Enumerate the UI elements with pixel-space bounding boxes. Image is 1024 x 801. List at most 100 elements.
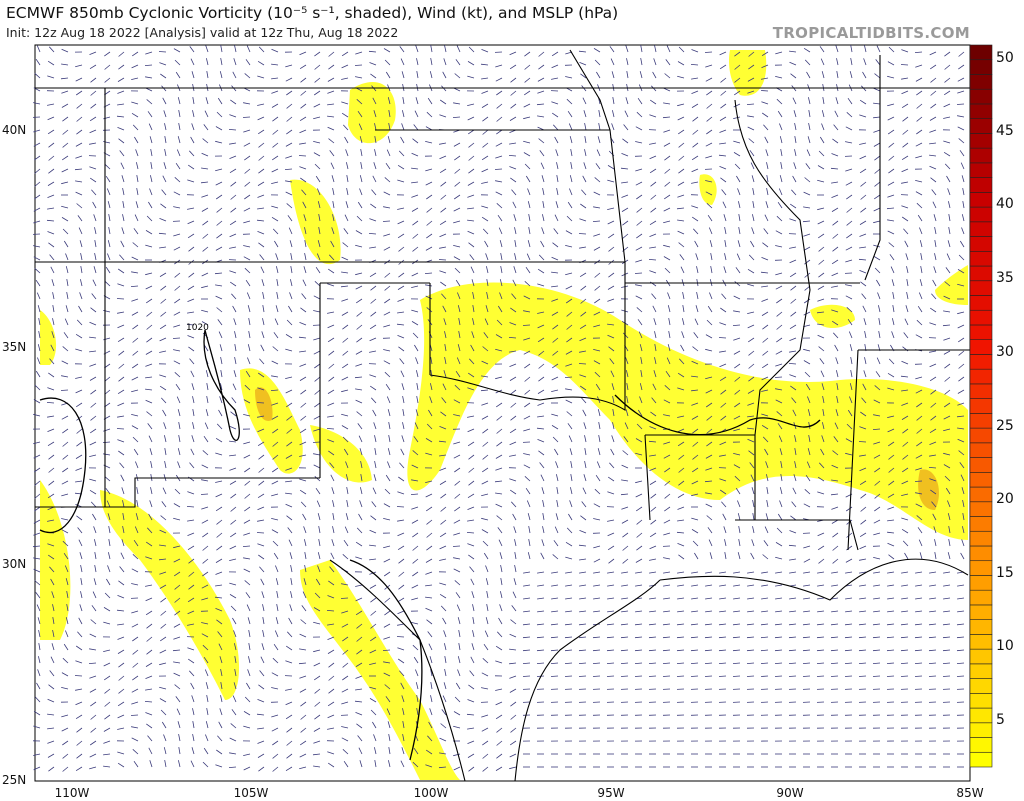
wind-barb bbox=[341, 688, 349, 693]
wind-barb bbox=[760, 649, 769, 652]
wind-barb bbox=[845, 610, 853, 613]
wind-barb bbox=[46, 402, 55, 404]
wind-barb bbox=[117, 324, 125, 329]
wind-barb bbox=[778, 435, 783, 443]
wind-barb bbox=[299, 633, 307, 638]
wind-barb bbox=[512, 201, 517, 209]
wind-barb bbox=[915, 597, 923, 600]
wind-barb bbox=[635, 452, 643, 456]
wind-barb bbox=[145, 298, 153, 304]
wind-barb bbox=[638, 331, 643, 339]
wind-barb bbox=[117, 90, 125, 94]
wind-barb bbox=[232, 71, 237, 79]
wind-barb bbox=[677, 415, 685, 418]
wind-barb bbox=[150, 149, 153, 157]
wind-barb bbox=[341, 583, 349, 586]
wind-barb bbox=[384, 488, 391, 495]
wind-barb bbox=[570, 487, 573, 495]
wind-barb bbox=[316, 253, 321, 261]
wind-barb bbox=[707, 305, 713, 313]
wind-barb bbox=[665, 370, 671, 378]
wind-barb bbox=[285, 688, 293, 691]
wind-barb bbox=[35, 592, 41, 599]
wind-barb bbox=[146, 337, 153, 343]
wind-barb bbox=[706, 129, 713, 135]
wind-barb bbox=[678, 454, 685, 460]
wind-barb bbox=[384, 59, 391, 66]
wind-barb bbox=[569, 136, 573, 144]
wind-barb bbox=[500, 591, 503, 599]
wind-barb bbox=[496, 515, 503, 521]
wind-barb bbox=[570, 474, 573, 482]
wind-barb bbox=[663, 610, 671, 613]
wind-barb bbox=[512, 513, 517, 521]
wind-barb bbox=[186, 506, 195, 508]
wind-barb bbox=[229, 594, 237, 599]
wind-barb bbox=[203, 344, 209, 352]
wind-barb bbox=[233, 630, 237, 638]
wind-barb bbox=[468, 142, 475, 148]
wind-barb bbox=[439, 246, 447, 249]
wind-barb bbox=[649, 610, 657, 613]
wind-barb bbox=[944, 376, 951, 382]
wind-barb bbox=[374, 435, 377, 443]
wind-barb bbox=[499, 552, 503, 560]
wind-barb bbox=[50, 344, 55, 352]
wind-barb bbox=[304, 552, 307, 560]
wind-barb bbox=[202, 761, 209, 768]
wind-barb bbox=[416, 396, 419, 404]
wind-barb bbox=[625, 45, 629, 53]
wind-barb bbox=[778, 188, 783, 196]
wind-barb bbox=[62, 753, 69, 759]
wind-barb bbox=[145, 712, 153, 716]
wind-barb bbox=[78, 305, 83, 313]
wind-barb bbox=[635, 571, 643, 574]
wind-barb bbox=[509, 428, 517, 434]
wind-barb bbox=[542, 214, 545, 222]
wind-barb bbox=[248, 331, 251, 339]
wind-barb bbox=[821, 110, 825, 118]
wind-barb bbox=[509, 740, 517, 746]
wind-barb bbox=[792, 175, 797, 183]
wind-barb bbox=[271, 493, 279, 497]
wind-barb bbox=[648, 675, 657, 677]
wind-barb bbox=[691, 49, 699, 53]
wind-barb bbox=[873, 610, 881, 613]
wind-barb bbox=[243, 399, 251, 404]
wind-barb bbox=[188, 246, 195, 252]
wind-barb bbox=[593, 518, 601, 521]
wind-barb bbox=[358, 513, 363, 521]
wind-barb bbox=[425, 558, 433, 563]
colorbar-cell bbox=[969, 192, 993, 208]
wind-barb bbox=[481, 467, 489, 473]
wind-barb bbox=[691, 168, 699, 173]
wind-barb bbox=[303, 526, 307, 534]
wind-barb bbox=[803, 47, 811, 53]
wind-barb bbox=[276, 591, 279, 599]
wind-barb bbox=[458, 643, 461, 651]
wind-barb bbox=[206, 58, 209, 66]
wind-barb bbox=[653, 318, 657, 326]
wind-barb bbox=[401, 435, 405, 443]
wind-barb bbox=[624, 110, 629, 118]
wind-barb bbox=[845, 168, 853, 172]
wind-barb bbox=[663, 557, 671, 560]
wind-barb bbox=[150, 461, 153, 469]
wind-barb bbox=[48, 766, 55, 772]
wind-barb bbox=[272, 454, 279, 460]
wind-barb bbox=[705, 142, 713, 147]
wind-barb bbox=[132, 749, 139, 755]
wind-barb bbox=[494, 480, 503, 483]
wind-barb bbox=[411, 285, 419, 288]
wind-barb bbox=[257, 207, 265, 210]
colorbar-cell bbox=[969, 221, 993, 237]
wind-barb bbox=[861, 293, 867, 300]
wind-barb bbox=[495, 660, 503, 664]
wind-barb bbox=[859, 426, 867, 430]
wind-barb bbox=[649, 114, 657, 118]
wind-barb bbox=[584, 461, 587, 469]
wind-barb bbox=[172, 649, 181, 652]
wind-barb bbox=[457, 305, 461, 313]
wind-barb bbox=[215, 246, 223, 251]
wind-barb bbox=[219, 344, 223, 352]
